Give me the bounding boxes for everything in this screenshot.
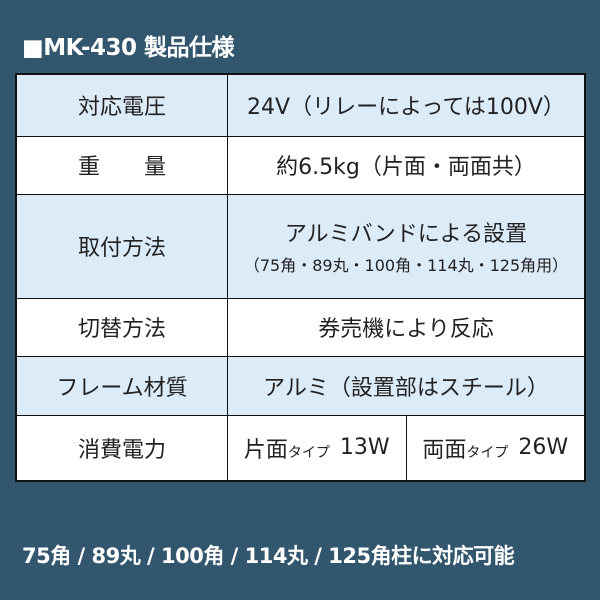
row-value: 24V（リレーによっては100V） bbox=[227, 73, 586, 137]
double-type: タイプ bbox=[466, 444, 509, 461]
row-value-cell: アルミバンドによる設置 （75角・89丸・100角・114丸・125角用） bbox=[227, 193, 586, 299]
table-row: 取付方法 アルミバンドによる設置 （75角・89丸・100角・114丸・125角用） bbox=[15, 193, 586, 299]
footer-note: 75角 / 89丸 / 100角 / 114丸 / 125角柱に対応可能 bbox=[22, 544, 515, 568]
spec-table: 対応電圧 24V（リレーによっては100V） 重 量約6.5kg（片面・両面共） … bbox=[15, 73, 586, 482]
table-row: 対応電圧 24V（リレーによっては100V） bbox=[15, 73, 586, 137]
row-value: アルミバンドによる設置 bbox=[284, 222, 528, 247]
row-key: 切替方法 bbox=[15, 297, 228, 357]
single-value: 13W bbox=[339, 435, 390, 460]
table-row: 重 量約6.5kg（片面・両面共） bbox=[15, 135, 586, 195]
row-key: 取付方法 bbox=[15, 193, 228, 299]
row-key: 消費電力 bbox=[15, 414, 228, 481]
single-type: タイプ bbox=[287, 444, 330, 461]
page-title: ■MK-430 製品仕様 bbox=[22, 35, 235, 61]
double-value: 26W bbox=[518, 435, 569, 460]
row-value: アルミ（設置部はスチール） bbox=[227, 355, 586, 416]
table-row: 切替方法 券売機により反応 bbox=[15, 297, 586, 357]
row-key: 対応電圧 bbox=[15, 73, 228, 137]
single-side-power: 片面タイプ 13W bbox=[228, 416, 406, 480]
table-row: フレーム材質 アルミ（設置部はスチール） bbox=[15, 355, 586, 416]
double-label: 両面 bbox=[422, 437, 467, 463]
double-side-power: 両面タイプ 26W bbox=[405, 415, 585, 480]
row-value: 券売機により反応 bbox=[227, 297, 586, 357]
table-row: 消費電力 片面タイプ 13W 両面タイプ 26W bbox=[15, 414, 586, 481]
power-cell: 片面タイプ 13W 両面タイプ 26W bbox=[227, 414, 586, 481]
single-label: 片面 bbox=[243, 437, 288, 463]
row-note: （75角・89丸・100角・114丸・125角用） bbox=[243, 256, 569, 275]
row-key: 重 量 bbox=[15, 135, 228, 195]
row-value: 約6.5kg（片面・両面共） bbox=[227, 135, 586, 195]
row-key: フレーム材質 bbox=[15, 355, 228, 416]
